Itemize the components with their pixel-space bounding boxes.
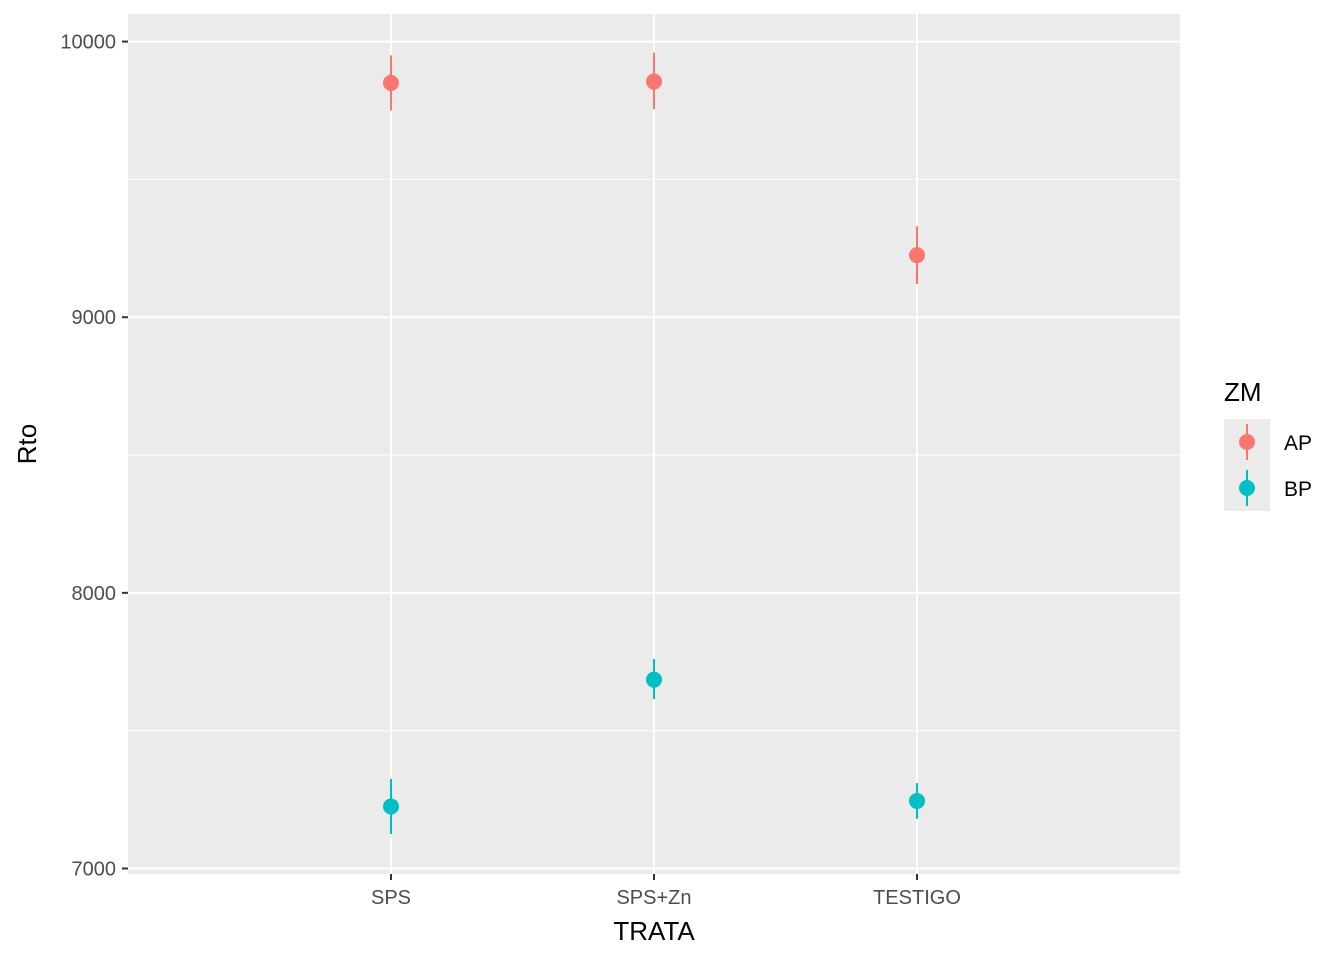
x-tick-label: TESTIGO [873,887,961,909]
y-tick-label: 9000 [72,307,117,329]
x-axis-title: TRATA [613,916,695,946]
x-tick-label: SPS+Zn [616,887,691,909]
legend-title: ZM [1224,377,1262,407]
point-bp [909,792,925,809]
legend-label-ap: AP [1284,432,1312,455]
grid-major [128,14,1180,874]
y-axis: 7000 8000 9000 10000 [60,32,128,880]
x-tick-label: SPS [371,887,411,909]
y-tick-label: 8000 [72,583,117,605]
y-tick-label: 7000 [72,858,117,880]
y-tick-label: 10000 [60,32,116,54]
x-axis: SPS SPS+Zn TESTIGO [371,874,961,909]
legend-label-bp: BP [1284,478,1312,501]
data-marks [383,52,925,835]
y-axis-title: Rto [12,424,42,464]
legend-key-point-bp [1239,480,1255,496]
point-bp [383,798,399,815]
legend-key-point-ap [1239,434,1255,450]
point-ap [383,74,399,91]
point-bp [646,671,662,688]
point-ap [909,247,925,264]
legend: ZM AP BP [1224,377,1312,511]
point-ap [646,73,662,90]
